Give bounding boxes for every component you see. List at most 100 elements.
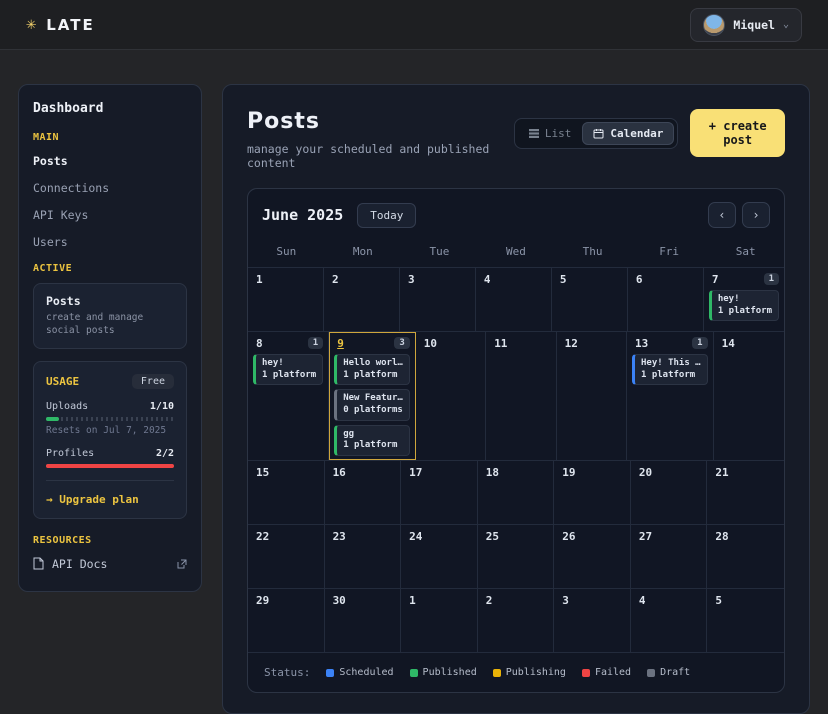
event-title: Hello worl… (343, 358, 403, 368)
weekday-label: Wed (506, 245, 526, 258)
legend-dot-published (409, 668, 418, 677)
calendar-day-cell[interactable]: 28 (707, 525, 784, 589)
event-platforms: 1 platform (343, 440, 398, 451)
calendar-day-cell[interactable]: 25 (477, 525, 555, 589)
day-number: 23 (332, 530, 346, 544)
calendar-day-cell[interactable]: 11 (486, 332, 557, 461)
calendar-day-cell[interactable]: 26 (554, 525, 631, 589)
calendar-day-cell[interactable]: 21 (707, 461, 784, 525)
calendar-day-cell[interactable]: 1 (248, 268, 324, 331)
weekday-label: Thu (582, 245, 603, 258)
calendar-day-cell[interactable]: 14 (713, 332, 784, 461)
usage-card: USAGE Free Uploads 1/10 Resets on Jul 7,… (33, 360, 187, 519)
active-card-description: create and manage social posts (46, 312, 144, 337)
status-legend: Status: Scheduled Published Publishing Fail… (248, 652, 784, 692)
day-number: 21 (715, 466, 729, 480)
post-event-published[interactable]: hey! 1 platform (708, 290, 779, 322)
day-number: 1 (256, 273, 263, 286)
calendar-day-cell[interactable]: 16 (324, 461, 402, 525)
api-docs-label: API Docs (52, 556, 108, 571)
active-card-title: Posts (46, 294, 81, 308)
calendar-day-cell[interactable]: 24 (401, 525, 478, 589)
uploads-progress-bar (46, 416, 174, 421)
user-avatar (703, 13, 726, 36)
list-view-button[interactable]: List (518, 122, 583, 145)
legend-item-publishing: Publishing (492, 667, 566, 679)
sidebar-item-connections[interactable]: Connections (33, 181, 110, 195)
day-number: 19 (562, 466, 576, 480)
calendar-day-cell[interactable]: 30 (324, 589, 402, 653)
api-docs-link[interactable]: API Docs (33, 555, 187, 573)
sidebar-nav: Posts Connections API Keys Users (33, 152, 187, 251)
calendar-day-cell[interactable]: 4 (630, 589, 708, 653)
sidebar-item-api-keys[interactable]: API Keys (33, 208, 89, 222)
calendar-day-cell[interactable]: 8 1 hey! 1 platform (248, 332, 330, 461)
legend-item-scheduled: Scheduled (326, 667, 394, 679)
sidebar-item-posts[interactable]: Posts (33, 154, 68, 168)
calendar-day-cell[interactable]: 5 (551, 268, 628, 331)
weekday-label: Fri (659, 245, 680, 258)
calendar-day-cell[interactable]: 23 (324, 525, 402, 589)
event-title: New Featur… (343, 393, 403, 404)
profiles-value: 2/2 (155, 447, 174, 459)
sidebar-section-active: ACTIVE (33, 263, 73, 274)
calendar-day-cell[interactable]: 9 3 Hello worl… 1 platform New Featur… 0 plat… (329, 332, 416, 461)
calendar-view-button[interactable]: Calendar (582, 121, 675, 145)
calendar-day-cell[interactable]: 22 (248, 525, 325, 589)
usage-divider (46, 479, 174, 481)
post-event-published[interactable]: hey! 1 platform (253, 354, 324, 386)
legend-label-publishing: Publishing (505, 667, 566, 679)
calendar-day-cell[interactable]: 5 (707, 589, 784, 653)
usage-title: USAGE (46, 374, 80, 388)
calendar-day-cell[interactable]: 2 (323, 268, 400, 331)
upgrade-plan-link[interactable]: → Upgrade plan (46, 492, 139, 506)
day-number: 29 (256, 594, 270, 608)
day-number: 2 (331, 273, 339, 286)
calendar-day-cell[interactable]: 15 (248, 461, 325, 525)
next-month-button[interactable]: › (742, 202, 770, 228)
legend-dot-draft (647, 668, 656, 677)
calendar-day-cell[interactable]: 18 (477, 461, 555, 525)
calendar-day-cell[interactable]: 3 (554, 589, 631, 653)
view-toggle: List Calendar (513, 117, 679, 149)
day-number: 13 (634, 337, 649, 350)
post-event-published[interactable]: Hello worl… 1 platform (334, 354, 410, 386)
sidebar-title: Dashboard (33, 101, 104, 116)
calendar-day-cell[interactable]: 2 (477, 589, 555, 653)
sidebar-item-users[interactable]: Users (33, 235, 68, 249)
post-event-draft[interactable]: New Featur… 0 platforms (334, 389, 410, 421)
chevron-left-icon: ‹ (718, 208, 726, 222)
legend-dot-publishing (492, 668, 501, 677)
calendar-day-cell[interactable]: 29 (248, 589, 325, 653)
calendar-day-cell[interactable]: 6 (627, 268, 704, 331)
user-menu-button[interactable]: Miquel ⌄ (690, 7, 802, 42)
event-title: hey! (717, 294, 740, 304)
day-number: 12 (564, 337, 578, 350)
calendar-day-cell[interactable]: 10 (415, 332, 487, 461)
post-event-published[interactable]: gg 1 platform (334, 424, 410, 457)
legend-label-scheduled: Scheduled (339, 667, 394, 679)
day-number: 26 (562, 530, 576, 544)
calendar-day-cell[interactable]: 19 (554, 461, 631, 525)
event-title: hey! (262, 358, 284, 368)
calendar-day-cell[interactable]: 27 (630, 525, 708, 589)
calendar-day-cell[interactable]: 4 (475, 268, 552, 331)
calendar-day-cell[interactable]: 7 1 hey! 1 platform (703, 268, 784, 331)
calendar-day-cell[interactable]: 20 (630, 461, 708, 525)
calendar-day-cell[interactable]: 17 (401, 461, 478, 525)
chevron-right-icon: › (752, 208, 760, 222)
calendar-day-cell[interactable]: 1 (401, 589, 478, 653)
calendar-day-cell[interactable]: 12 (556, 332, 627, 461)
today-button[interactable]: Today (357, 202, 417, 228)
calendar-day-cell[interactable]: 13 1 Hey! This … 1 platform (626, 332, 714, 461)
calendar-day-cell[interactable]: 3 (399, 268, 476, 331)
create-post-button[interactable]: + create post (690, 109, 785, 157)
weekday-label: Sat (735, 245, 756, 258)
legend-label-failed: Failed (594, 667, 632, 679)
active-posts-card[interactable]: Posts create and manage social posts (33, 283, 187, 349)
weekday-label: Sun (276, 245, 297, 258)
prev-month-button[interactable]: ‹ (708, 202, 736, 228)
post-event-scheduled[interactable]: Hey! This … 1 platform (631, 354, 708, 386)
day-number: 16 (332, 466, 346, 480)
day-number: 18 (485, 466, 499, 480)
